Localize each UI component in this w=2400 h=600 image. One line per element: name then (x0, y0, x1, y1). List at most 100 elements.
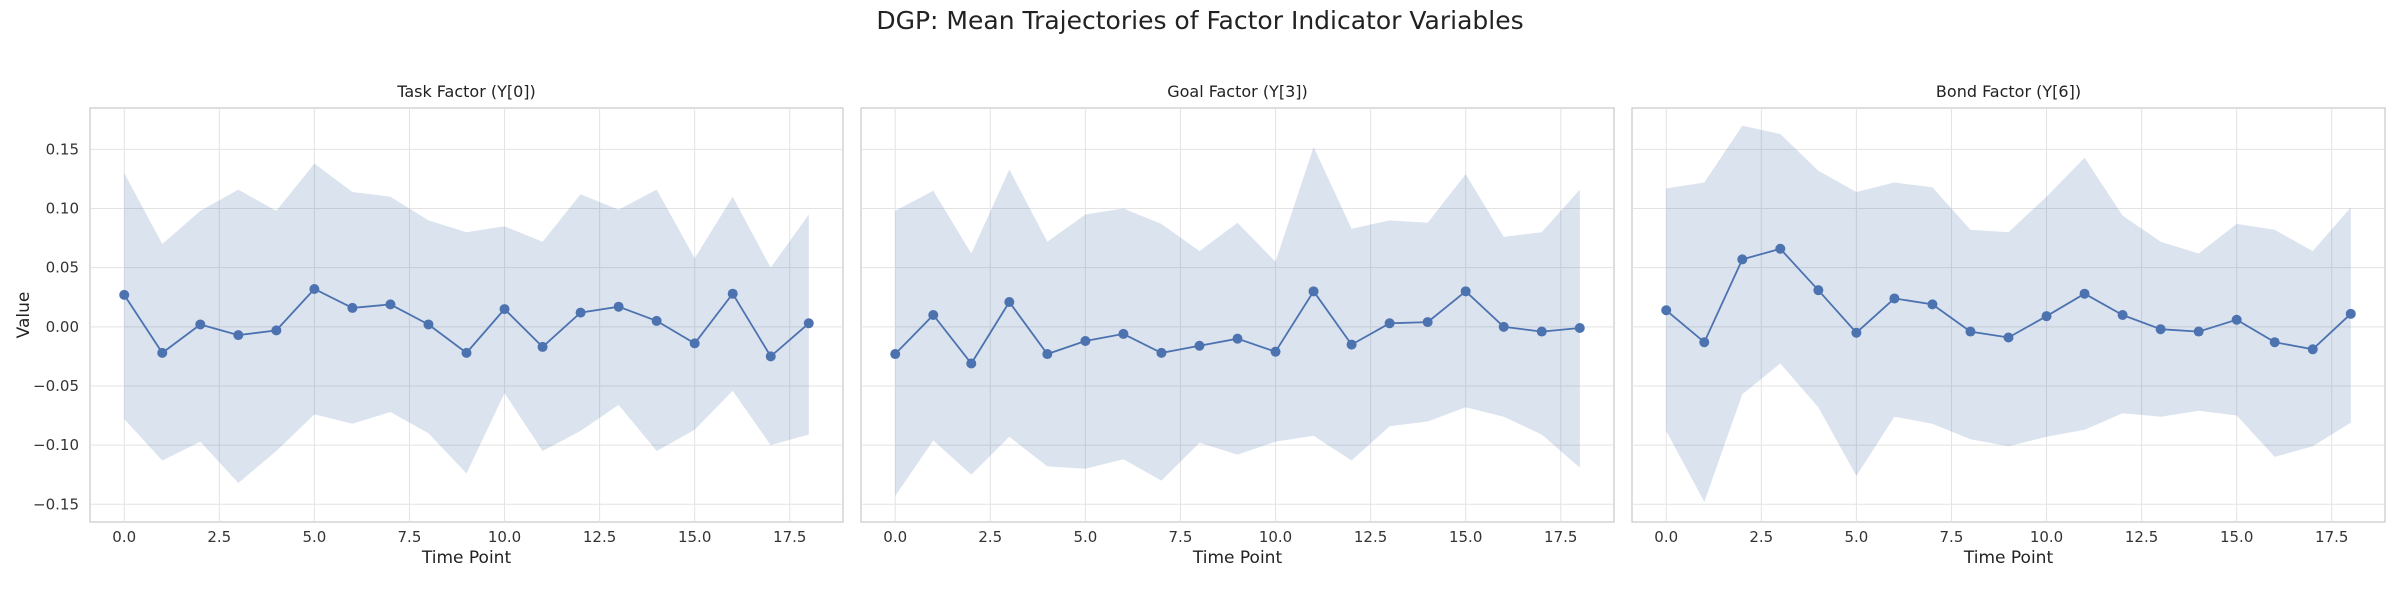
data-point (2155, 324, 2166, 335)
panel-title: Goal Factor (Y[3]) (1167, 82, 1308, 101)
x-tick-label: 7.5 (1169, 528, 1193, 546)
data-point (689, 338, 700, 349)
y-tick-label: 0.15 (46, 140, 79, 158)
data-point (613, 301, 624, 312)
x-tick-label: 17.5 (2315, 528, 2348, 546)
x-tick-label: 12.5 (1354, 528, 1387, 546)
data-point (2003, 332, 2014, 343)
data-point (157, 347, 168, 358)
x-tick-label: 10.0 (1259, 528, 1292, 546)
data-point (1889, 293, 1900, 304)
data-point (1270, 346, 1281, 357)
data-point (1965, 326, 1976, 337)
confidence-band (1666, 125, 2351, 502)
x-tick-label: 5.0 (1844, 528, 1868, 546)
data-point (1080, 336, 1091, 347)
plot-area (1631, 107, 2386, 523)
data-point (1384, 318, 1395, 329)
y-axis-title: Value (14, 292, 34, 339)
x-tick-label: 2.5 (978, 528, 1002, 546)
data-point (966, 358, 977, 369)
x-tick-label: 12.5 (2125, 528, 2158, 546)
data-point (803, 318, 814, 329)
data-point (1422, 317, 1433, 328)
data-point (928, 310, 939, 320)
data-point (1156, 347, 1167, 358)
gridlines (90, 108, 843, 522)
x-tick-label: 15.0 (1449, 528, 1482, 546)
data-point (1661, 305, 1672, 316)
x-tick-label: 5.0 (1073, 528, 1097, 546)
data-point (1851, 327, 1862, 338)
data-point (385, 299, 396, 310)
data-point (1042, 349, 1053, 360)
data-point (1498, 321, 1509, 332)
x-tick-label: 10.0 (488, 528, 521, 546)
panel-1: 0.0 2.5 5.0 7.5 10.0 12.5 15.0 17.5 −0.15 −0.10 −0… (14, 82, 844, 568)
x-tick-label: 15.0 (2220, 528, 2253, 546)
data-point (119, 289, 130, 300)
data-point (537, 341, 548, 352)
x-tick-label: 0.0 (1654, 528, 1678, 546)
chart-panels: 0.0 2.5 5.0 7.5 10.0 12.5 15.0 17.5 −0.15 −0.10 −0… (14, 82, 2386, 568)
data-point (2193, 326, 2204, 337)
x-tick-label: 2.5 (207, 528, 231, 546)
data-point (1232, 333, 1243, 344)
confidence-band (895, 147, 1580, 496)
data-point (1004, 296, 1015, 307)
y-tick-label: −0.15 (33, 495, 79, 513)
data-point (1194, 340, 1205, 351)
data-point (765, 351, 776, 362)
y-tick-label: −0.10 (33, 436, 79, 454)
data-point (1775, 243, 1786, 254)
data-point (727, 288, 738, 299)
data-point (2345, 308, 2356, 319)
gridlines (1632, 108, 2385, 522)
data-point (423, 319, 434, 330)
confidence-band (124, 163, 809, 483)
x-tick-label: 7.5 (1940, 528, 1964, 546)
gridlines (861, 108, 1614, 522)
data-point (2041, 311, 2052, 322)
data-point (1460, 286, 1471, 297)
data-point (2307, 344, 2318, 355)
panel-title: Bond Factor (Y[6]) (1936, 82, 2081, 101)
data-point (347, 302, 358, 313)
data-point (1308, 286, 1319, 297)
figure-suptitle: DGP: Mean Trajectories of Factor Indicat… (876, 6, 1524, 35)
plot-area (860, 107, 1615, 523)
x-tick-label: 2.5 (1749, 528, 1773, 546)
data-point (1346, 339, 1357, 350)
data-point (1813, 285, 1824, 296)
data-point (233, 330, 244, 341)
x-tick-label: 17.5 (773, 528, 806, 546)
data-point (2117, 310, 2128, 320)
panel-2: 0.0 2.5 5.0 7.5 10.0 12.5 15.0 17.5 Goal Factor … (860, 82, 1615, 568)
data-point (1927, 299, 1938, 310)
x-tick-label: 7.5 (398, 528, 422, 546)
x-tick-label: 17.5 (1544, 528, 1577, 546)
data-point (2079, 288, 2090, 299)
data-point (271, 325, 282, 336)
x-tick-label: 12.5 (583, 528, 616, 546)
data-point (1574, 323, 1585, 334)
x-tick-label: 5.0 (302, 528, 326, 546)
y-tick-label: 0.00 (46, 318, 79, 336)
data-point (309, 283, 320, 294)
data-point (1737, 254, 1748, 265)
x-tick-label: 15.0 (678, 528, 711, 546)
data-point (499, 304, 510, 315)
data-point (1699, 337, 1710, 348)
x-tick-label: 0.0 (112, 528, 136, 546)
panel-3: 0.0 2.5 5.0 7.5 10.0 12.5 15.0 17.5 Bond Factor … (1631, 82, 2386, 568)
panel-title: Task Factor (Y[0]) (396, 82, 536, 101)
x-axis-title: Time Point (1192, 548, 1283, 568)
data-point (575, 307, 586, 318)
data-point (890, 349, 901, 360)
data-point (2269, 337, 2280, 348)
x-tick-label: 0.0 (883, 528, 907, 546)
x-axis-title: Time Point (1963, 548, 2054, 568)
y-tick-label: 0.10 (46, 200, 79, 218)
data-point (195, 319, 206, 330)
y-tick-label: 0.05 (46, 259, 79, 277)
